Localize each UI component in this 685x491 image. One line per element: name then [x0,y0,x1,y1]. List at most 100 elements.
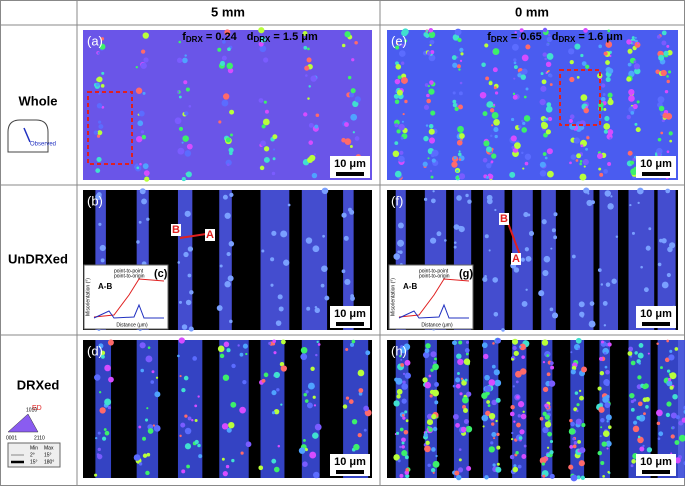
grain [425,124,429,127]
grain [428,123,434,129]
grain [394,78,401,85]
grain [481,392,488,399]
grain [517,401,525,408]
grain [458,91,463,96]
grain [436,231,442,237]
grain [277,444,281,448]
grain [104,430,110,436]
grain [666,150,670,154]
grain [668,131,673,136]
grain [221,457,225,461]
grain [484,374,490,381]
grain [520,431,524,435]
grain [431,447,436,452]
grain [431,413,437,420]
inset-legend: point-to-origin [419,273,450,279]
grain [401,383,408,390]
grain [456,139,463,146]
grain [228,241,235,247]
grain [639,446,645,452]
scale-bar [642,172,670,176]
grain [486,400,491,404]
grain [177,354,180,358]
grain [482,111,488,117]
inset-legend: point-to-point [114,268,144,274]
grain [231,363,236,369]
grain [516,422,521,428]
grain [313,471,320,479]
grain [581,423,586,428]
grain [638,343,644,348]
grain [347,75,352,80]
grain [401,43,405,47]
grain [395,42,399,45]
grain [524,161,529,166]
grain [643,412,646,416]
grain [182,57,188,64]
grain [422,377,428,383]
grain [579,447,586,454]
grain [571,365,577,371]
grain [523,212,529,218]
grain [657,437,661,441]
grain [512,385,515,388]
inset-legend: point-to-origin [114,273,145,279]
grain [487,404,491,408]
grain [393,400,400,407]
grain [435,454,438,458]
grain [226,163,230,167]
grain [674,347,679,351]
grain [513,65,518,70]
grain [93,130,98,135]
grain [137,120,144,127]
grain [573,407,578,412]
grain [398,123,405,131]
grain [456,195,462,201]
grain [271,458,277,464]
grain [585,105,588,109]
grain [237,344,240,347]
grain [405,473,410,479]
grain [101,71,105,75]
grain [146,407,149,410]
grain [583,107,589,114]
grain [633,420,638,425]
grain [635,127,641,133]
grain [542,386,549,393]
grain [395,45,400,50]
panel-label: (h) [391,343,407,358]
grain [225,137,231,143]
grain [229,192,234,198]
grain [464,378,468,382]
grain [225,464,230,469]
grain [138,110,145,117]
grain [546,148,553,155]
grain [580,475,585,480]
grain [429,237,437,244]
stat-text: fDRX = 0.65 dDRX = 1.6 μm [487,31,623,44]
grain [398,50,406,57]
grain [525,288,528,291]
grain [603,352,607,355]
grain [347,207,352,212]
grain [217,47,222,52]
grain [100,258,105,263]
grain [668,70,672,74]
grain [145,470,150,476]
grain [544,57,547,61]
panel-label: (d) [87,343,103,358]
grain [187,273,192,278]
grain [513,58,517,62]
grain [219,60,226,67]
grain [540,72,544,76]
grain [263,156,270,163]
grain [303,393,307,397]
grain [146,217,150,221]
grain [310,75,317,82]
grain [605,369,610,375]
grain [597,386,602,391]
inset-curve [398,303,469,319]
grain [458,340,463,345]
grain [661,40,667,46]
grain [509,411,515,417]
